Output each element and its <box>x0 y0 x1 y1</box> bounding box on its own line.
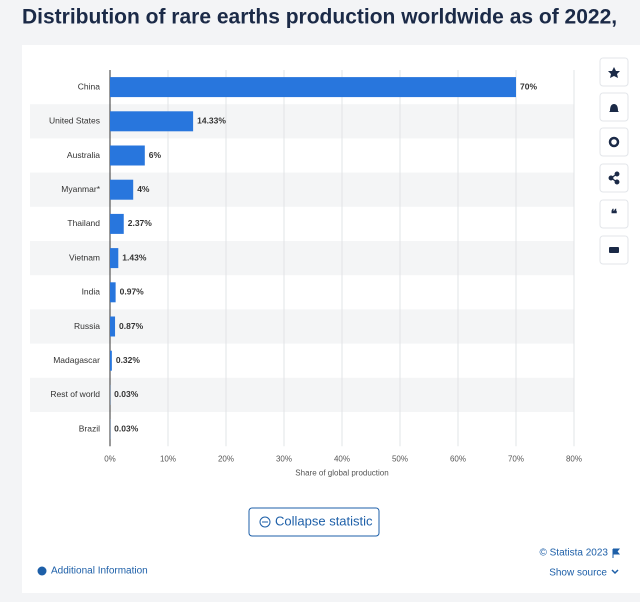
y-tick-label: Vietnam <box>69 252 100 262</box>
y-tick-label: Rest of world <box>50 389 100 399</box>
x-tick-label: 10% <box>160 454 176 463</box>
share-button[interactable] <box>600 164 628 192</box>
value-label: 0.03% <box>114 389 139 399</box>
bar <box>110 146 145 166</box>
y-tick-label: India <box>82 287 101 297</box>
value-label: 4% <box>137 184 150 194</box>
value-label: 2.37% <box>128 218 153 228</box>
value-label: 6% <box>149 150 162 160</box>
additional-info[interactable]: Additional Information <box>51 566 148 577</box>
x-tick-label: 70% <box>508 454 524 463</box>
y-tick-label: United States <box>49 116 100 126</box>
y-tick-label: Thailand <box>67 218 100 228</box>
x-tick-label: 80% <box>566 454 582 463</box>
y-tick-label: China <box>78 81 100 91</box>
bar <box>110 317 115 337</box>
quote-icon: ❝ <box>611 207 618 221</box>
value-label: 0.87% <box>119 321 144 331</box>
print-icon <box>609 247 619 253</box>
show-source[interactable]: Show source <box>549 568 607 579</box>
x-tick-label: 0% <box>104 454 116 463</box>
y-tick-label: Russia <box>74 321 100 331</box>
value-label: 14.33% <box>197 116 226 126</box>
row-stripe <box>30 378 574 412</box>
y-tick-label: Australia <box>67 150 100 160</box>
sidebar <box>590 45 640 593</box>
bar <box>110 77 516 97</box>
copyright[interactable]: © Statista 2023 <box>539 548 608 559</box>
y-tick-label: Myanmar* <box>61 184 100 194</box>
collapse-text[interactable]: Collapse statistic <box>275 513 373 528</box>
bar <box>110 248 118 268</box>
chart-title: Distribution of rare earths production w… <box>22 6 617 29</box>
value-label: 0.03% <box>114 423 139 433</box>
bar <box>110 180 133 200</box>
bar <box>110 214 124 234</box>
x-tick-label: 20% <box>218 454 234 463</box>
x-tick-label: 50% <box>392 454 408 463</box>
settings-button[interactable] <box>600 128 628 156</box>
y-tick-label: Madagascar <box>53 355 100 365</box>
bar <box>110 111 193 131</box>
x-tick-label: 40% <box>334 454 350 463</box>
value-label: 1.43% <box>122 252 147 262</box>
x-tick-label: 30% <box>276 454 292 463</box>
value-label: 0.97% <box>120 287 145 297</box>
x-axis-title: Share of global production <box>295 468 388 477</box>
value-label: 70% <box>520 81 537 91</box>
x-tick-label: 60% <box>450 454 466 463</box>
y-tick-label: Brazil <box>79 423 100 433</box>
bar <box>110 282 116 302</box>
info-icon <box>38 567 47 576</box>
bar <box>110 351 112 371</box>
value-label: 0.32% <box>116 355 141 365</box>
